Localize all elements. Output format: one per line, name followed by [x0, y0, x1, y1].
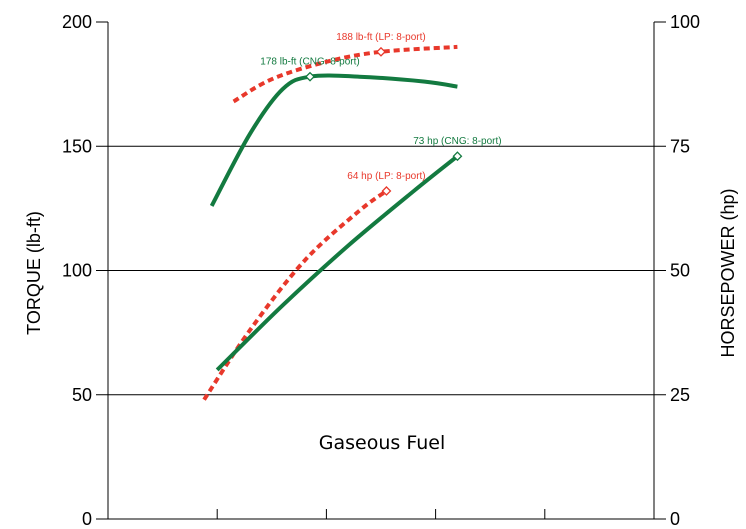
- y-axis-left-title: TORQUE (lb-ft): [24, 211, 44, 335]
- axes: [96, 21, 666, 520]
- y-right-tick-label: 0: [670, 509, 680, 529]
- chart-inner-label: Gaseous Fuel: [319, 432, 445, 454]
- y-left-tick-label: 150: [62, 136, 92, 156]
- peak-label: 64 hp (LP: 8-port): [347, 171, 425, 182]
- cng-horsepower-line: [215, 154, 459, 372]
- series: [202, 44, 463, 401]
- y-right-tick-label: 50: [670, 261, 690, 281]
- labels: 0 50 100 150 200 0 25 50 75 100 188 lb-ft (LP: 8-p…: [62, 12, 700, 529]
- peak-label: 178 lb-ft (CNG: 8-port): [260, 57, 359, 68]
- y-right-tick-label: 25: [670, 385, 690, 405]
- peak-marker: [376, 46, 386, 57]
- y-right-tick-label: 100: [670, 12, 700, 32]
- y-left-tick-label: 0: [82, 509, 92, 529]
- peak-marker: [452, 151, 463, 162]
- peak-label: 188 lb-ft (LP: 8-port): [336, 32, 425, 43]
- peak-label: 73 hp (CNG: 8-port): [413, 136, 501, 147]
- y-left-tick-label: 200: [62, 12, 92, 32]
- y-left-tick-label: 50: [72, 385, 92, 405]
- y-left-tick-label: 100: [62, 261, 92, 281]
- peak-marker: [305, 71, 315, 82]
- y-axis-right-title: HORSEPOWER (hp): [718, 188, 738, 357]
- peak-marker: [381, 186, 392, 196]
- gridlines: [108, 145, 654, 396]
- y-right-tick-label: 75: [670, 136, 690, 156]
- lp-torque-line: [232, 44, 458, 104]
